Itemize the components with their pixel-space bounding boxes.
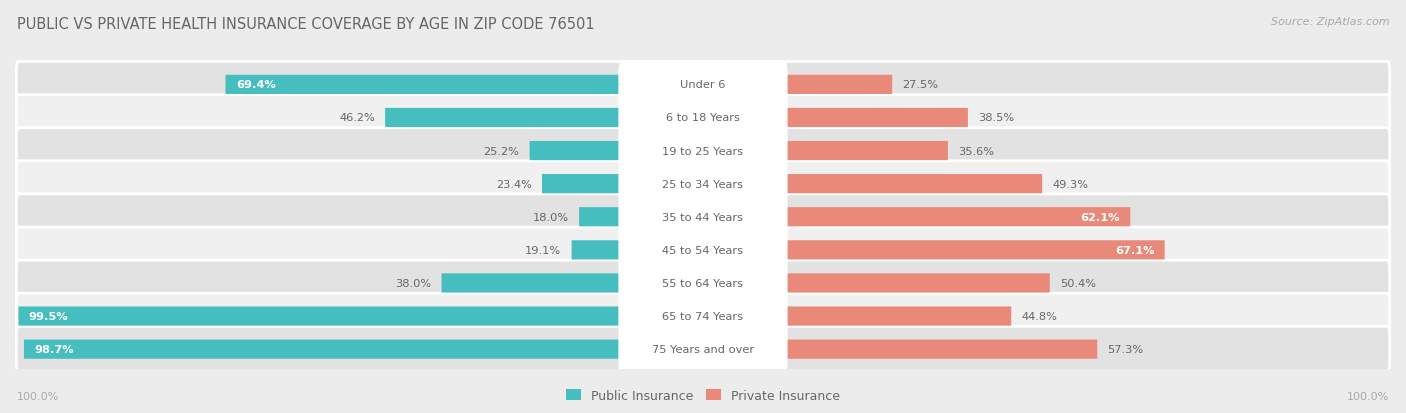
Legend: Public Insurance, Private Insurance: Public Insurance, Private Insurance: [561, 384, 845, 407]
Text: 57.3%: 57.3%: [1108, 344, 1143, 354]
Text: PUBLIC VS PRIVATE HEALTH INSURANCE COVERAGE BY AGE IN ZIP CODE 76501: PUBLIC VS PRIVATE HEALTH INSURANCE COVER…: [17, 17, 595, 31]
Text: 18.0%: 18.0%: [533, 212, 569, 222]
FancyBboxPatch shape: [17, 327, 1389, 372]
FancyBboxPatch shape: [579, 208, 703, 227]
Text: 25.2%: 25.2%: [484, 146, 519, 156]
Text: 38.0%: 38.0%: [395, 278, 432, 288]
FancyBboxPatch shape: [703, 340, 1097, 359]
FancyBboxPatch shape: [703, 76, 893, 95]
FancyBboxPatch shape: [619, 328, 787, 371]
FancyBboxPatch shape: [703, 208, 1130, 227]
FancyBboxPatch shape: [703, 274, 1050, 293]
FancyBboxPatch shape: [703, 307, 1011, 326]
FancyBboxPatch shape: [619, 129, 787, 173]
FancyBboxPatch shape: [385, 109, 703, 128]
Text: 62.1%: 62.1%: [1080, 212, 1121, 222]
FancyBboxPatch shape: [24, 340, 703, 359]
FancyBboxPatch shape: [17, 62, 1389, 108]
FancyBboxPatch shape: [703, 241, 1164, 260]
Text: 35.6%: 35.6%: [959, 146, 994, 156]
FancyBboxPatch shape: [18, 307, 703, 326]
FancyBboxPatch shape: [17, 294, 1389, 339]
Text: 38.5%: 38.5%: [979, 113, 1014, 123]
FancyBboxPatch shape: [225, 76, 703, 95]
FancyBboxPatch shape: [17, 195, 1389, 240]
Text: 35 to 44 Years: 35 to 44 Years: [662, 212, 744, 222]
FancyBboxPatch shape: [17, 261, 1389, 306]
FancyBboxPatch shape: [17, 161, 1389, 207]
Text: 69.4%: 69.4%: [236, 80, 276, 90]
Text: 100.0%: 100.0%: [1347, 391, 1389, 401]
FancyBboxPatch shape: [572, 241, 703, 260]
FancyBboxPatch shape: [17, 95, 1389, 141]
FancyBboxPatch shape: [703, 142, 948, 161]
Text: Source: ZipAtlas.com: Source: ZipAtlas.com: [1271, 17, 1389, 26]
FancyBboxPatch shape: [530, 142, 703, 161]
Text: 25 to 34 Years: 25 to 34 Years: [662, 179, 744, 189]
FancyBboxPatch shape: [619, 96, 787, 140]
Text: 27.5%: 27.5%: [903, 80, 939, 90]
Text: 6 to 18 Years: 6 to 18 Years: [666, 113, 740, 123]
Text: 46.2%: 46.2%: [339, 113, 375, 123]
FancyBboxPatch shape: [619, 63, 787, 107]
Text: 65 to 74 Years: 65 to 74 Years: [662, 311, 744, 321]
FancyBboxPatch shape: [619, 294, 787, 338]
Text: 45 to 54 Years: 45 to 54 Years: [662, 245, 744, 255]
Text: 99.5%: 99.5%: [28, 311, 69, 321]
Text: 67.1%: 67.1%: [1115, 245, 1154, 255]
FancyBboxPatch shape: [17, 228, 1389, 273]
Text: 19.1%: 19.1%: [526, 245, 561, 255]
Text: 98.7%: 98.7%: [34, 344, 75, 354]
Text: 50.4%: 50.4%: [1060, 278, 1097, 288]
Text: 44.8%: 44.8%: [1022, 311, 1057, 321]
Text: 49.3%: 49.3%: [1053, 179, 1088, 189]
Text: 19 to 25 Years: 19 to 25 Years: [662, 146, 744, 156]
Text: 55 to 64 Years: 55 to 64 Years: [662, 278, 744, 288]
FancyBboxPatch shape: [703, 109, 967, 128]
Text: 23.4%: 23.4%: [496, 179, 531, 189]
FancyBboxPatch shape: [619, 228, 787, 272]
FancyBboxPatch shape: [441, 274, 703, 293]
Text: Under 6: Under 6: [681, 80, 725, 90]
FancyBboxPatch shape: [619, 162, 787, 206]
Text: 100.0%: 100.0%: [17, 391, 59, 401]
Text: 75 Years and over: 75 Years and over: [652, 344, 754, 354]
FancyBboxPatch shape: [541, 175, 703, 194]
FancyBboxPatch shape: [703, 175, 1042, 194]
FancyBboxPatch shape: [619, 261, 787, 305]
FancyBboxPatch shape: [17, 128, 1389, 174]
FancyBboxPatch shape: [619, 195, 787, 239]
